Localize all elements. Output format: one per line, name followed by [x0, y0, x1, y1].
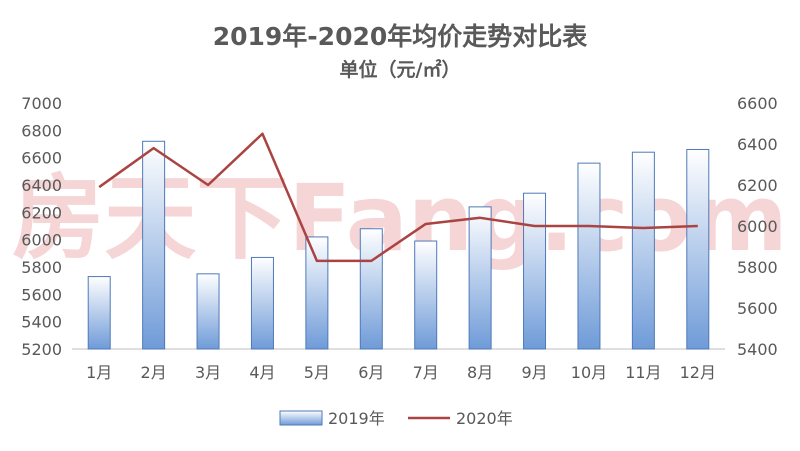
line-series-2020 [98, 132, 698, 263]
y-right-tick-5600: 5600 [737, 299, 778, 318]
bar-2019-12 [686, 148, 710, 350]
line-2020-path [98, 132, 698, 263]
bar-2019-2 [142, 140, 166, 350]
x-tick-5: 5月 [304, 363, 330, 382]
y-left-tick-5400: 5400 [21, 313, 62, 332]
x-tick-1: 1月 [86, 363, 112, 382]
legend-label-2019: 2019年 [328, 409, 385, 428]
x-tick-9: 9月 [521, 363, 547, 382]
y-left-tick-5200: 5200 [21, 340, 62, 359]
bar-2019-4 [250, 256, 274, 350]
watermark-text: 房天下Fang.com [12, 165, 787, 272]
chart-title: 2019年-2020年均价走势对比表 [213, 22, 589, 51]
x-tick-11: 11月 [625, 363, 661, 382]
y-left-tick-6200: 6200 [21, 203, 62, 222]
y-left-tick-6400: 6400 [21, 176, 62, 195]
y-left-tick-5800: 5800 [21, 258, 62, 277]
bar-2019-5 [305, 236, 329, 350]
x-tick-2: 2月 [141, 363, 167, 382]
y-right-tick-6200: 6200 [737, 176, 778, 195]
x-tick-6: 6月 [358, 363, 384, 382]
bar-2019-7 [414, 240, 438, 350]
x-tick-8: 8月 [467, 363, 493, 382]
bar-2019-10 [577, 162, 601, 350]
x-tick-7: 7月 [413, 363, 439, 382]
bar-2019-3 [196, 273, 220, 350]
y-right-tick-6600: 6600 [737, 94, 778, 113]
bar-series-2019 [87, 140, 710, 350]
y-left-tick-6600: 6600 [21, 149, 62, 168]
x-tick-4: 4月 [249, 363, 275, 382]
y-left-tick-6800: 6800 [21, 121, 62, 140]
bar-2019-1 [87, 276, 111, 350]
bar-2019-9 [523, 192, 547, 350]
y-left-tick-7000: 7000 [21, 94, 62, 113]
x-tick-3: 3月 [195, 363, 221, 382]
bar-2019-6 [359, 228, 383, 350]
x-tick-10: 10月 [571, 363, 607, 382]
legend-swatch-2019 [279, 410, 323, 426]
bar-2019-8 [468, 206, 492, 350]
x-tick-12: 12月 [680, 363, 716, 382]
legend-label-2020: 2020年 [456, 409, 513, 428]
legend: 2019年 2020年 [279, 409, 513, 428]
y-axis-left-ticks: 5200 5400 5600 5800 6000 6200 6400 6600 6800 7000 [21, 94, 62, 359]
bar-2019-11 [631, 151, 655, 350]
y-right-tick-6000: 6000 [737, 217, 778, 236]
watermark: 房天下Fang.com [12, 165, 787, 272]
x-axis-ticks: 1月 2月 3月 4月 5月 6月 7月 8月 9月 10月 11月 12月 [86, 363, 716, 382]
y-right-tick-5400: 5400 [737, 340, 778, 359]
y-left-tick-5600: 5600 [21, 285, 62, 304]
y-right-tick-6400: 6400 [737, 135, 778, 154]
y-right-tick-5800: 5800 [737, 258, 778, 277]
chart-subtitle: 单位（元/㎡） [340, 58, 461, 81]
y-axis-right-ticks: 5400 5600 5800 6000 6200 6400 6600 [737, 94, 778, 359]
y-left-tick-6000: 6000 [21, 231, 62, 250]
